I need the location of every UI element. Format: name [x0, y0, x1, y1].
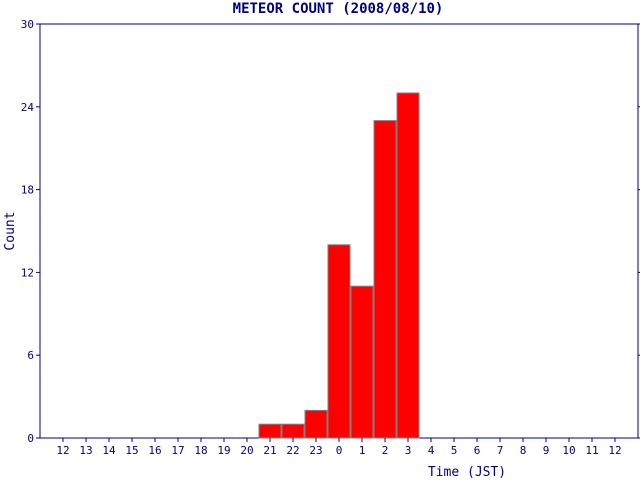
x-tick-label: 12 — [608, 444, 621, 457]
y-axis: 0 6 12 18 24 30 — [21, 18, 640, 445]
x-tick-label: 15 — [125, 444, 138, 457]
y-tick-label: 12 — [21, 266, 34, 279]
x-tick-label: 9 — [543, 444, 550, 457]
bar-3 — [396, 92, 420, 439]
x-tick-label: 7 — [497, 444, 504, 457]
x-tick-label: 10 — [562, 444, 575, 457]
x-tick-label: 8 — [520, 444, 527, 457]
x-tick-label: 4 — [428, 444, 435, 457]
bar-0 — [327, 244, 351, 439]
x-tick-label: 14 — [102, 444, 116, 457]
x-tick-label: 5 — [451, 444, 458, 457]
y-tick-label: 30 — [21, 18, 34, 31]
x-tick-label: 3 — [405, 444, 412, 457]
x-tick-label: 18 — [194, 444, 207, 457]
x-tick-label: 22 — [286, 444, 299, 457]
chart-title: METEOR COUNT (2008/08/10) — [233, 1, 444, 17]
y-tick-label: 18 — [21, 184, 34, 197]
x-tick-label: 6 — [474, 444, 481, 457]
bar-2 — [373, 120, 397, 439]
x-axis-label: Time (JST) — [428, 465, 506, 480]
bar-23 — [304, 409, 328, 439]
y-tick-label: 0 — [27, 432, 34, 445]
x-tick-label: 16 — [148, 444, 161, 457]
y-tick-label: 6 — [27, 349, 34, 362]
x-axis: 12 13 14 15 16 17 18 19 20 21 22 23 0 1 2 3 4 5 6 7 8 9 10 11 12 — [56, 438, 622, 457]
x-tick-label: 23 — [309, 444, 322, 457]
x-tick-label: 2 — [382, 444, 389, 457]
x-tick-label: 12 — [56, 444, 69, 457]
y-tick-label: 24 — [21, 101, 35, 114]
bars-group — [258, 92, 420, 439]
y-axis-label: Count — [3, 211, 18, 250]
x-tick-label: 17 — [171, 444, 184, 457]
bar-1 — [350, 285, 374, 439]
x-tick-label: 21 — [263, 444, 276, 457]
x-tick-label: 0 — [336, 444, 343, 457]
x-tick-label: 1 — [359, 444, 366, 457]
bar-21 — [258, 423, 282, 439]
bar-22 — [281, 423, 305, 439]
x-tick-label: 11 — [585, 444, 598, 457]
x-tick-label: 19 — [217, 444, 230, 457]
x-tick-label: 13 — [79, 444, 92, 457]
x-tick-label: 20 — [240, 444, 253, 457]
